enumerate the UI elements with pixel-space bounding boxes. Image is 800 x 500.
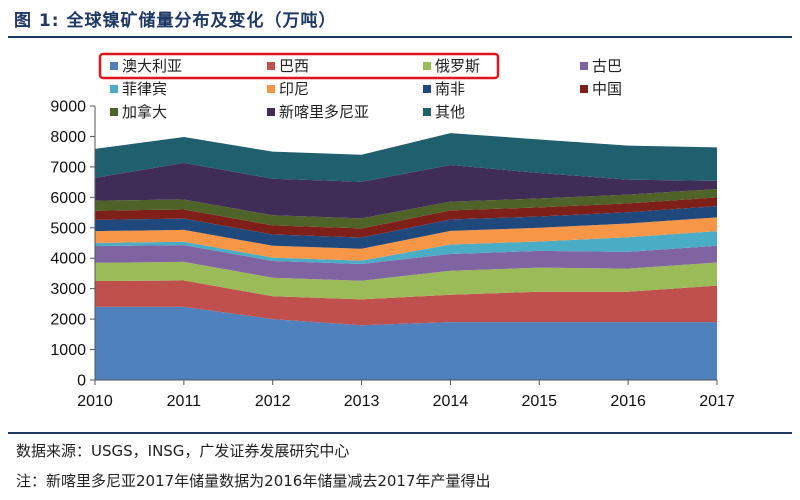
y-tick-label: 1000: [50, 342, 86, 359]
area-series-8: [95, 189, 717, 229]
x-tick-label: 2017: [699, 393, 735, 410]
legend-swatch-8: [110, 108, 118, 116]
area-series-5: [95, 217, 717, 261]
area-series-2: [95, 261, 717, 300]
x-tick-label: 2016: [610, 393, 646, 410]
area-series-1: [95, 280, 717, 326]
plot-areas: [95, 133, 717, 380]
legend-swatch-4: [110, 85, 118, 93]
legend-label-4: 菲律宾: [122, 80, 167, 98]
y-tick-label: 5000: [50, 220, 86, 237]
legend-swatch-5: [267, 85, 275, 93]
area-series-0: [95, 306, 717, 380]
legend-label-5: 印尼: [279, 80, 309, 98]
x-tick-label: 2012: [255, 393, 291, 410]
legend-label-6: 南非: [435, 80, 465, 98]
x-tick-label: 2011: [167, 393, 202, 410]
y-tick-label: 6000: [50, 190, 86, 207]
x-tick-label: 2013: [344, 393, 380, 410]
area-series-3: [95, 245, 717, 281]
stacked-area-chart: 0 1000 2000 3000 4000 5000 6000 7000 8000 9000 201…: [50, 52, 735, 411]
legend-label-3: 古巴: [592, 57, 622, 75]
y-tick-label: 2000: [50, 312, 86, 329]
y-tick-label: 8000: [50, 129, 86, 146]
legend-label-9: 新喀里多尼亚: [279, 103, 369, 121]
legend-label-1: 巴西: [279, 57, 309, 75]
legend-swatch-1: [267, 62, 275, 70]
legend-label-7: 中国: [592, 80, 622, 98]
legend-label-8: 加拿大: [122, 103, 167, 121]
y-tick-label: 7000: [50, 159, 86, 176]
legend-highlight-box: [98, 52, 500, 80]
area-series-7: [95, 197, 717, 238]
data-source: 数据来源：USGS，INSG，广发证券发展研究中心: [16, 442, 350, 460]
legend-label-0: 澳大利亚: [122, 57, 182, 75]
x-tick-label: 2015: [521, 393, 557, 410]
y-tick-label: 4000: [50, 251, 86, 268]
y-tick-label: 9000: [50, 99, 86, 116]
footer-divider: [8, 432, 792, 434]
legend-swatch-7: [580, 85, 588, 93]
area-series-10: [95, 133, 717, 182]
y-tick-label: 0: [77, 373, 86, 390]
x-tick-label: 2014: [433, 393, 469, 410]
area-series-6: [95, 206, 717, 249]
legend-swatch-9: [267, 108, 275, 116]
legend-label-2: 俄罗斯: [435, 57, 480, 75]
chart-title: 图 1: 全球镍矿储量分布及变化（万吨）: [14, 11, 337, 31]
axes: 0 1000 2000 3000 4000 5000 6000 7000 8000 9000 201…: [50, 99, 734, 411]
legend-swatch-0: [110, 62, 118, 70]
legend-swatch-2: [423, 62, 431, 70]
title-divider: [8, 36, 792, 38]
y-tick-label: 3000: [50, 281, 86, 298]
area-series-9: [95, 162, 717, 219]
footnote: 注：新喀里多尼亚2017年储量数据为2016年储量减去2017年产量得出: [16, 472, 491, 490]
area-series-4: [95, 231, 717, 265]
legend-swatch-10: [423, 108, 431, 116]
legend-swatch-3: [580, 62, 588, 70]
x-tick-label: 2010: [77, 393, 113, 410]
legend-label-10: 其他: [435, 103, 465, 121]
legend-swatch-6: [423, 85, 431, 93]
